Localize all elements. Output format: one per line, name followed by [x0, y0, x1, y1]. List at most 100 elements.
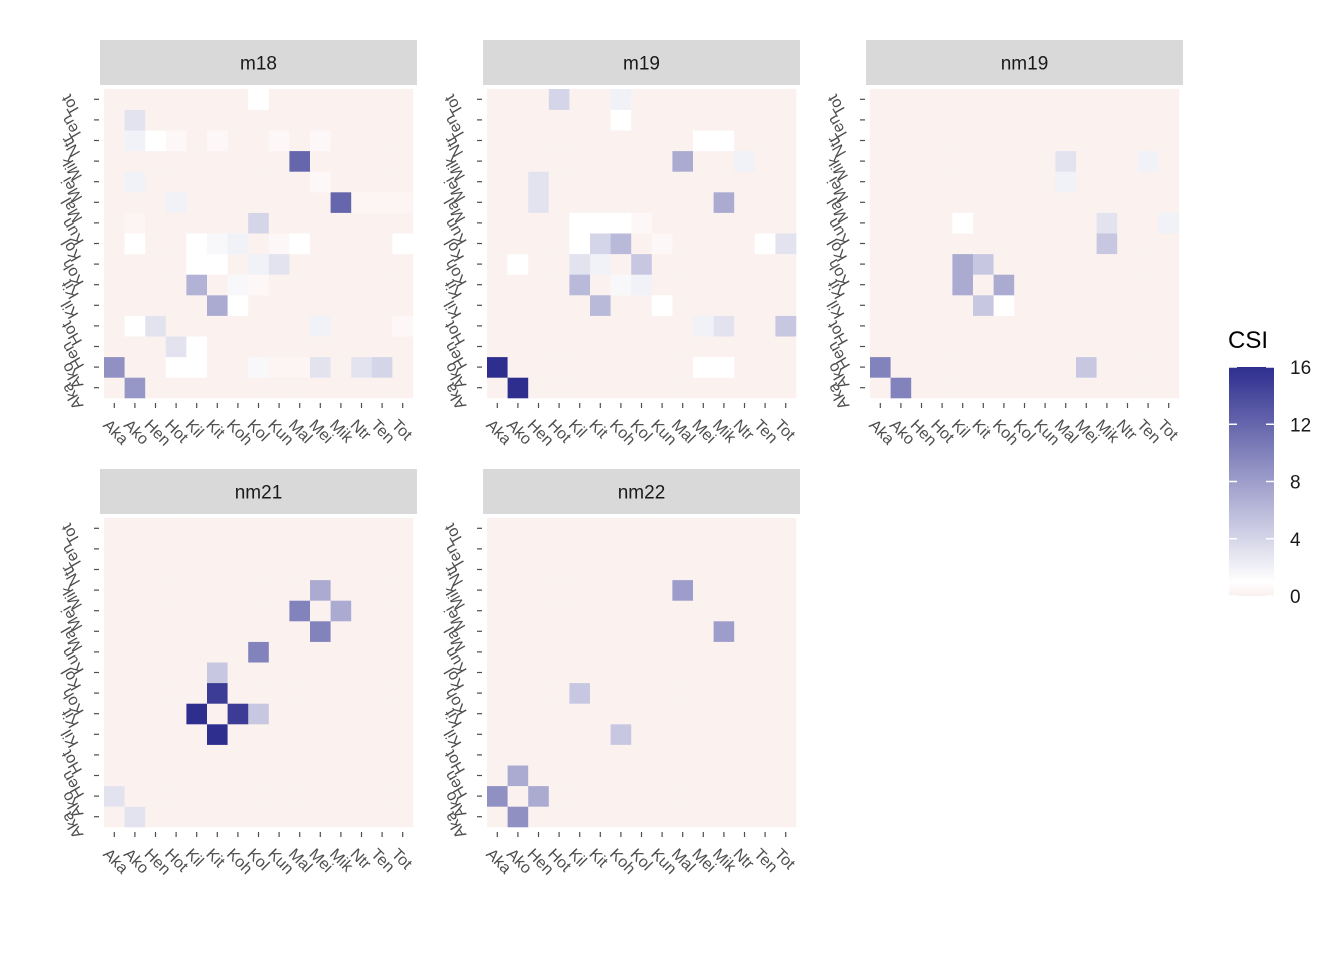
heatmap-cells: [104, 89, 414, 399]
heatmap-cell: [310, 212, 331, 234]
heatmap-cell: [931, 192, 953, 213]
y-tick-label: Kil: [825, 297, 849, 321]
heatmap-cell: [713, 518, 735, 539]
heatmap-cell: [1117, 89, 1139, 110]
heatmap-cell: [165, 171, 187, 193]
heatmap-cell: [651, 233, 673, 255]
heatmap-cell: [207, 621, 228, 642]
heatmap-cell: [693, 641, 714, 663]
heatmap-cell: [392, 233, 414, 255]
heatmap-cell: [310, 356, 331, 378]
heatmap-cell: [993, 130, 1015, 152]
heatmap-cell: [227, 600, 249, 622]
heatmap-cell: [124, 559, 146, 581]
heatmap-cell: [1137, 89, 1159, 110]
heatmap-cell: [1076, 233, 1097, 255]
heatmap-cell: [931, 336, 953, 358]
heatmap-cell: [1096, 89, 1118, 110]
heatmap-cell: [165, 336, 187, 358]
heatmap-cell: [590, 130, 611, 152]
heatmap-cell: [268, 150, 290, 172]
heatmap-cell: [610, 806, 632, 828]
heatmap-cell: [1076, 377, 1097, 399]
heatmap-cell: [548, 724, 570, 745]
heatmap-cell: [631, 274, 653, 296]
heatmap-cell: [890, 109, 912, 131]
heatmap-cell: [310, 641, 331, 663]
heatmap-cell: [207, 518, 228, 539]
heatmap-cell: [775, 89, 797, 110]
heatmap-cell: [207, 641, 228, 663]
heatmap-cell: [734, 765, 756, 787]
heatmap-cell: [775, 212, 797, 234]
heatmap-cell: [227, 744, 249, 766]
heatmap-cell: [145, 559, 167, 581]
heatmap-cell: [569, 336, 591, 358]
heatmap-cell: [104, 785, 125, 807]
heatmap-cell: [330, 538, 352, 560]
heatmap-cell: [248, 641, 270, 663]
heatmap-cell: [392, 89, 414, 110]
heatmap-cell: [330, 89, 352, 110]
heatmap-cell: [548, 315, 570, 337]
heatmap-cell: [569, 744, 591, 766]
heatmap-cell: [569, 662, 591, 684]
heatmap-cell: [890, 315, 912, 337]
heatmap-cell: [268, 559, 290, 581]
heatmap-cell: [186, 724, 208, 745]
heatmap-cell: [268, 274, 290, 296]
heatmap-cell: [289, 559, 311, 581]
heatmap-cell: [548, 744, 570, 766]
heatmap-cell: [165, 806, 187, 828]
heatmap-cell: [911, 212, 933, 234]
heatmap-cell: [911, 171, 933, 193]
heatmap-cell: [1117, 212, 1139, 234]
heatmap-cell: [227, 785, 249, 807]
heatmap-cell: [392, 109, 414, 131]
heatmap-cell: [693, 89, 714, 110]
heatmap-cell: [1137, 315, 1159, 337]
heatmap-cell: [165, 356, 187, 378]
heatmap-cell: [227, 641, 249, 663]
heatmap-cell: [1117, 336, 1139, 358]
heatmap-cell: [1014, 171, 1036, 193]
heatmap-cell: [651, 212, 673, 234]
heatmap-cell: [310, 579, 331, 601]
heatmap-cell: [248, 518, 270, 539]
heatmap-cell: [165, 662, 187, 684]
heatmap-cell: [392, 724, 414, 745]
heatmap-cell: [590, 621, 611, 642]
heatmap-cell: [651, 579, 673, 601]
heatmap-cell: [145, 744, 167, 766]
heatmap-cell: [227, 192, 249, 213]
heatmap-cell: [610, 192, 632, 213]
heatmap-cell: [186, 295, 208, 316]
heatmap-cell: [487, 295, 508, 316]
heatmap-cell: [330, 295, 352, 316]
heatmap-cell: [507, 192, 529, 213]
heatmap-cell: [672, 295, 694, 316]
heatmap-cell: [124, 579, 146, 601]
heatmap-cell: [371, 559, 393, 581]
heatmap-cell: [569, 559, 591, 581]
heatmap-cell: [1117, 130, 1139, 152]
heatmap-cell: [392, 171, 414, 193]
heatmap-cell: [754, 806, 776, 828]
legend-tick-label: 4: [1290, 530, 1301, 551]
heatmap-cell: [775, 765, 797, 787]
heatmap-cell: [1158, 150, 1180, 172]
heatmap-cell: [528, 130, 550, 152]
legend-title: CSI: [1228, 327, 1268, 354]
heatmap-cell: [371, 315, 393, 337]
heatmap-cell: [507, 295, 529, 316]
heatmap-cell: [268, 253, 290, 275]
heatmap-cell: [186, 336, 208, 358]
heatmap-cell: [392, 192, 414, 213]
heatmap-cell: [1158, 212, 1180, 234]
heatmap-cell: [590, 274, 611, 296]
heatmap-cell: [487, 336, 508, 358]
heatmap-cell: [713, 744, 735, 766]
heatmap-cell: [528, 724, 550, 745]
heatmap-cell: [870, 192, 891, 213]
heatmap-cell: [693, 724, 714, 745]
